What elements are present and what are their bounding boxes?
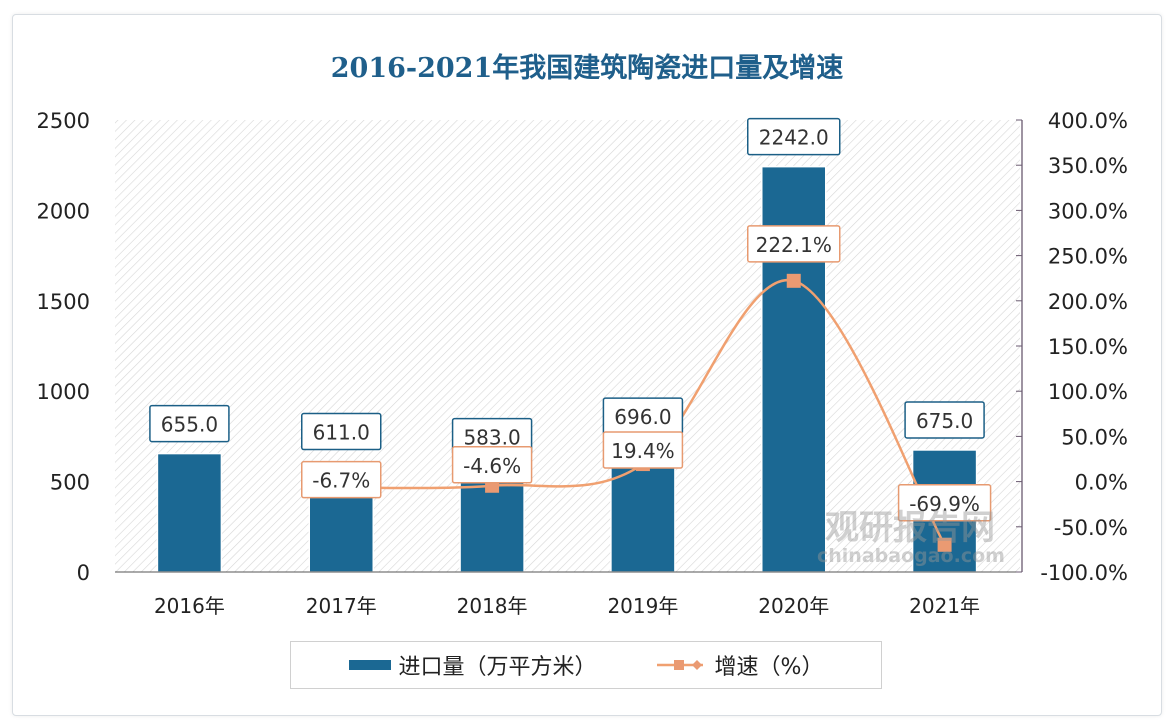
right-tick-label: 250.0% [1048, 245, 1128, 269]
x-tick-label: 2020年 [758, 594, 829, 618]
legend-item-bar: 进口量（万平方米） [348, 649, 597, 681]
right-tick-label: 100.0% [1048, 380, 1128, 404]
x-tick-label: 2016年 [154, 594, 225, 618]
legend-bar-swatch [348, 660, 391, 670]
left-tick-label: 1000 [37, 380, 90, 404]
x-tick-label: 2021年 [909, 594, 980, 618]
right-tick-label: 50.0% [1061, 425, 1128, 449]
legend-line-swatch [656, 660, 703, 670]
left-tick-label: 0 [77, 561, 90, 585]
right-tick-label: -50.0% [1054, 516, 1128, 540]
right-tick-label: 300.0% [1048, 199, 1128, 223]
growth-label-box [747, 225, 841, 263]
growth-marker [786, 273, 801, 288]
growth-label-box [451, 446, 533, 484]
bar-label-box [149, 404, 230, 443]
bar-label-box [301, 412, 382, 451]
watermark-logo: 观研报告网 chinabaogao.com [817, 508, 1005, 567]
x-tick-label: 2019年 [607, 594, 678, 618]
growth-marker [937, 537, 952, 552]
bar-value-label: 611.0 [313, 421, 370, 445]
growth-value-label: -4.6% [463, 454, 521, 478]
right-tick-label: 0.0% [1075, 471, 1128, 495]
right-tick-label: 200.0% [1048, 290, 1128, 314]
legend-item-line: 增速（%） [656, 649, 824, 681]
bar-value-label: 696.0 [614, 405, 671, 429]
legend-line-label: 增速（%） [714, 655, 824, 680]
left-tick-label: 500 [50, 471, 90, 495]
right-tick-label: 350.0% [1048, 154, 1128, 178]
x-tick-label: 2018年 [457, 594, 528, 618]
plot-area [115, 120, 1020, 572]
chart-title: 2016-2021年我国建筑陶瓷进口量及增速 [330, 53, 844, 84]
bar-value-label: 583.0 [463, 426, 520, 450]
legend: 进口量（万平方米） 增速（%） [290, 641, 882, 689]
bar [156, 452, 223, 573]
left-tick-label: 1500 [37, 290, 90, 314]
growth-label-box [301, 460, 382, 499]
growth-label-box [602, 431, 684, 469]
bar-value-label: 655.0 [161, 413, 218, 437]
bar-label-box [904, 401, 985, 439]
growth-value-label: -69.9% [909, 492, 980, 516]
bar-value-label: 2242.0 [759, 126, 829, 150]
x-tick-label: 2017年 [306, 594, 377, 618]
bar-value-label: 675.0 [916, 409, 973, 433]
right-tick-label: 400.0% [1048, 109, 1128, 133]
growth-label-box [897, 484, 992, 522]
growth-value-label: -6.7% [312, 469, 370, 493]
right-tick-label: 150.0% [1048, 335, 1128, 359]
left-tick-label: 2000 [37, 199, 90, 223]
right-tick-label: -100.0% [1040, 561, 1128, 585]
growth-value-label: 19.4% [611, 439, 675, 463]
legend-bar-label: 进口量（万平方米） [398, 655, 597, 680]
growth-value-label: 222.1% [756, 233, 832, 257]
left-tick-label: 2500 [37, 109, 90, 133]
bar-label-box [747, 117, 841, 156]
